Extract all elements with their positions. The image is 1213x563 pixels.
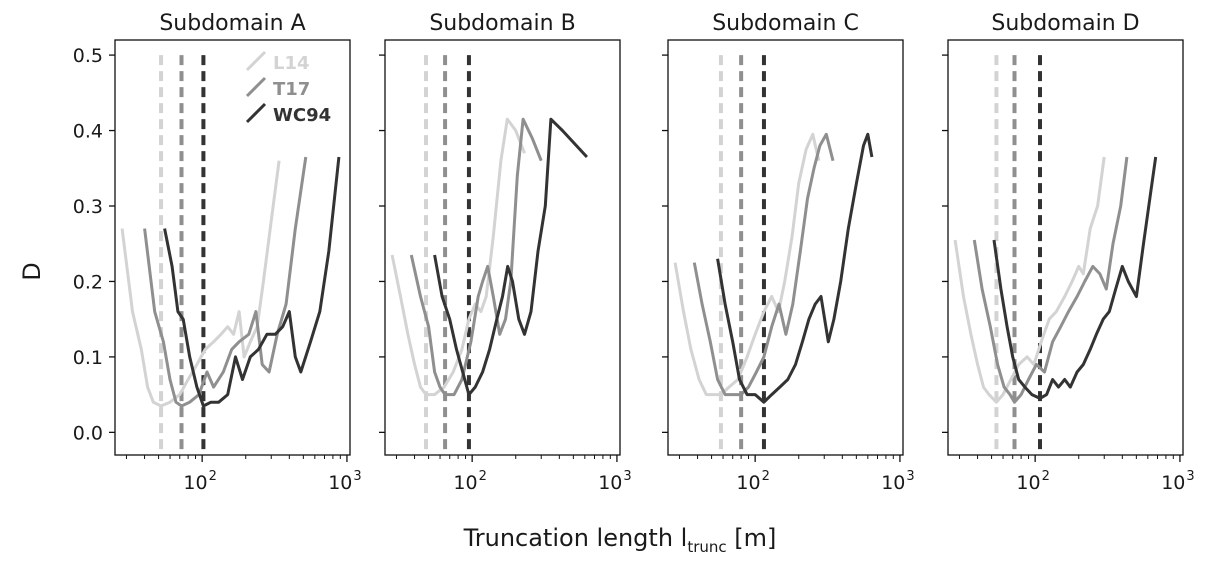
series-t17: [972, 156, 1129, 404]
legend-line-wc94: [245, 102, 267, 124]
series-t17: [143, 156, 308, 408]
xtick-label: 103: [1161, 469, 1194, 494]
series-wc94: [433, 117, 589, 397]
panel-title: Subdomain D: [991, 11, 1139, 36]
ytick-label: 0.5: [73, 45, 103, 67]
series-wc94: [716, 132, 874, 404]
x-axis-label: Truncation length ltrunc [m]: [463, 524, 777, 556]
panel-4: Subdomain D 102 103: [942, 11, 1195, 494]
panel-3: Subdomain C 102 103: [662, 11, 915, 494]
ytick-label: 0.4: [73, 121, 103, 143]
series-wc94: [992, 156, 1158, 400]
xtick-label: 102: [453, 469, 486, 494]
panel-title: Subdomain B: [429, 11, 575, 36]
xtick-exponent: 2: [209, 469, 217, 484]
xtick-exponent: 3: [1186, 469, 1194, 484]
panel-title: Subdomain C: [712, 11, 859, 36]
x-axis-label-main: Truncation length l: [463, 524, 688, 552]
legend-line-t17: [245, 76, 267, 98]
xtick-label: 103: [598, 469, 631, 494]
xtick-label: 103: [881, 469, 914, 494]
series-t17: [692, 132, 835, 397]
series-l14: [390, 117, 526, 397]
panel-2: Subdomain B 102 103: [379, 11, 632, 494]
ytick-label: 0.3: [73, 196, 103, 218]
xtick-label: 102: [183, 469, 216, 494]
series-wc94: [163, 156, 341, 408]
ytick-label: 0.0: [73, 422, 103, 444]
axes-frame: [384, 39, 621, 456]
xtick-exponent: 3: [906, 469, 914, 484]
axes-frame: [667, 39, 904, 456]
legend-label-l14: L14: [273, 53, 310, 74]
axes-frame: [114, 39, 351, 456]
xtick-exponent: 2: [762, 469, 770, 484]
panel-title: Subdomain A: [159, 11, 305, 36]
series-l14: [120, 160, 281, 408]
xtick-exponent: 3: [353, 469, 361, 484]
series-l14: [953, 156, 1106, 404]
xtick-exponent: 2: [1042, 469, 1050, 484]
xtick-exponent: 3: [623, 469, 631, 484]
x-axis-label-unit: [m]: [727, 524, 777, 552]
xtick-label: 102: [736, 469, 769, 494]
xtick-label: 103: [328, 469, 361, 494]
xtick-label: 102: [1016, 469, 1049, 494]
y-axis-label: D: [18, 262, 46, 280]
legend-label-wc94: WC94: [273, 105, 331, 126]
legend-line-l14: [245, 50, 267, 72]
series-l14: [673, 132, 821, 397]
axes-frame: [947, 39, 1184, 456]
legend-label-t17: T17: [273, 79, 310, 100]
series-t17: [409, 117, 543, 397]
xtick-exponent: 2: [479, 469, 487, 484]
panel-1: Subdomain A 0.0 0.1 0.2 0.3 0.4 0.5 102 103: [73, 11, 362, 494]
ytick-label: 0.2: [73, 271, 103, 293]
x-axis-label-subscript: trunc: [687, 538, 726, 556]
ytick-label: 0.1: [73, 347, 103, 369]
